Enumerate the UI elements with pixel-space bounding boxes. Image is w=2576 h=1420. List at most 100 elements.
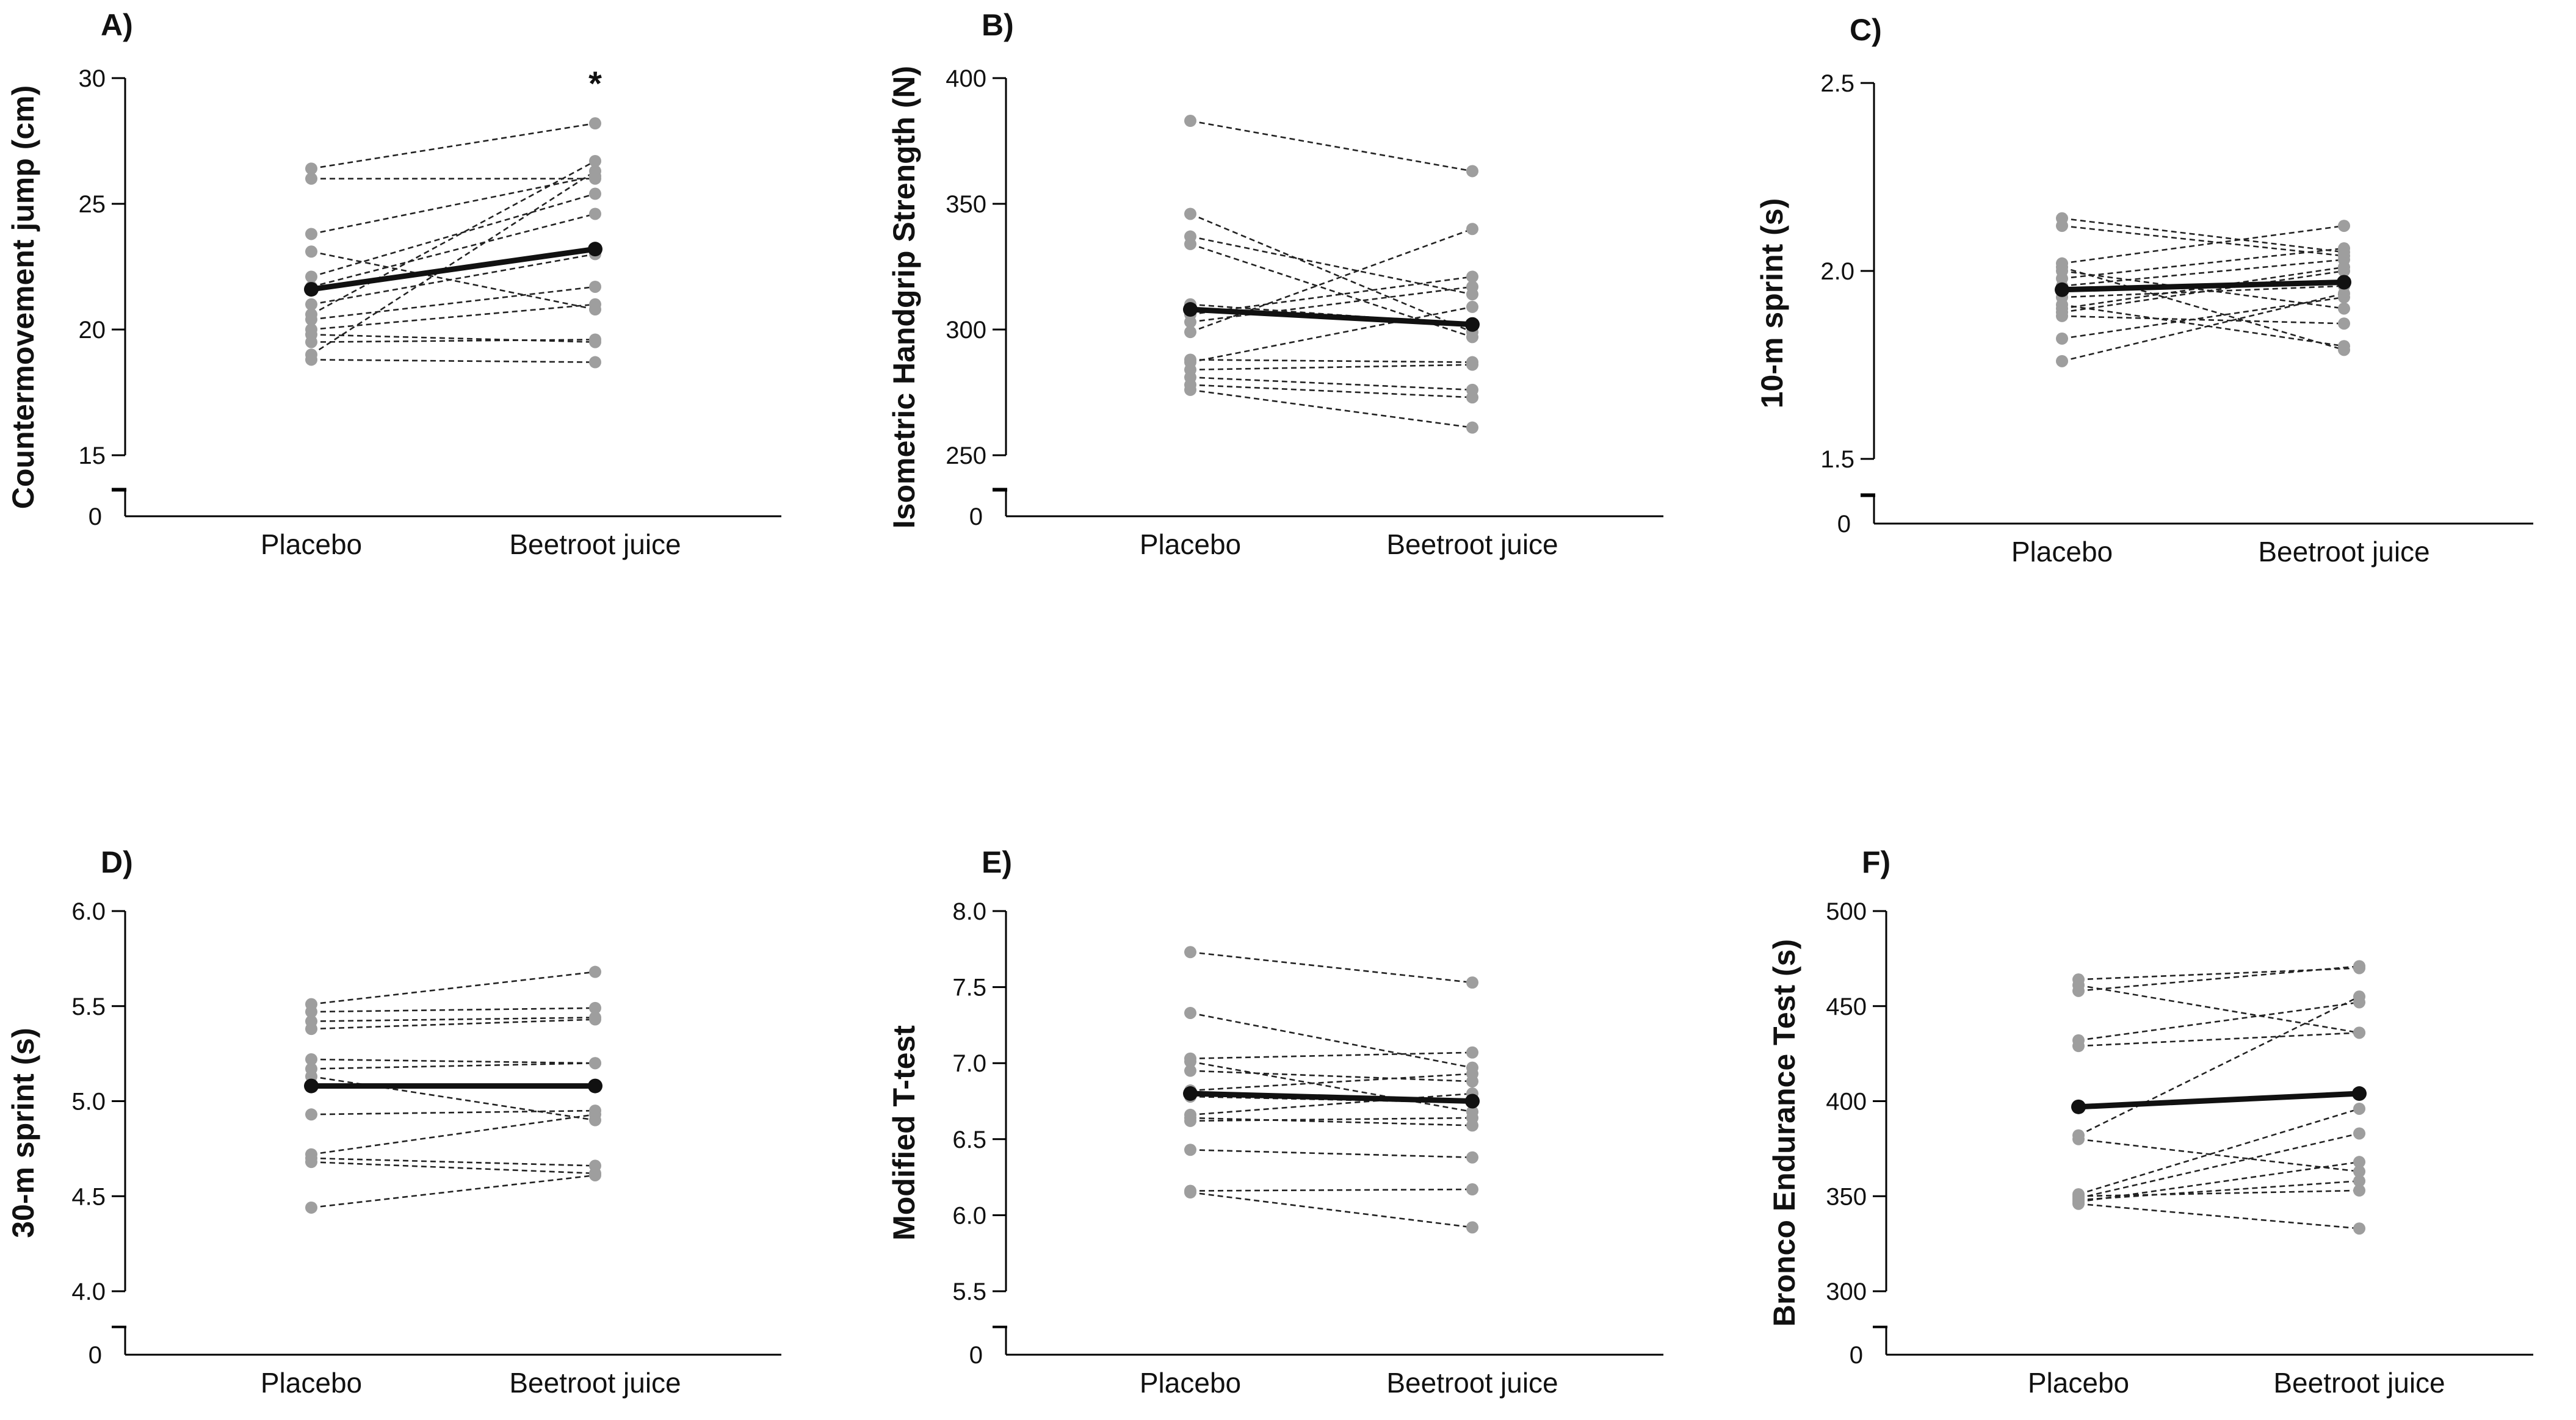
y-tick-label: 300 (946, 317, 986, 344)
participant-point (1184, 237, 1196, 250)
participant-line (2078, 1001, 2360, 1042)
y-tick-label: 250 (946, 442, 986, 469)
y-tick-label-zero: 0 (89, 1342, 102, 1369)
x-category-label: Beetroot juice (509, 528, 681, 560)
participant-line (311, 1018, 596, 1030)
participant-point (2338, 265, 2350, 277)
participant-point (589, 333, 601, 346)
participant-line (2061, 225, 2345, 257)
mean-point (1183, 1086, 1198, 1101)
y-tick-label-zero: 0 (89, 503, 102, 530)
panel-label: A) (101, 8, 133, 42)
participant-line (1190, 1092, 1473, 1116)
participant-point (305, 1201, 317, 1214)
participant-line (1190, 389, 1473, 428)
participant-line (1190, 1117, 1473, 1126)
y-tick-label: 4.5 (71, 1183, 106, 1210)
x-category-label: Placebo (1140, 1367, 1241, 1399)
y-tick-label: 30 (79, 65, 106, 92)
participant-line (311, 160, 596, 315)
participant-line (2061, 225, 2345, 264)
participant-line (2078, 1180, 2360, 1201)
participant-point (1184, 1114, 1196, 1127)
y-tick-label: 15 (79, 442, 106, 469)
y-tick-label: 450 (1826, 993, 1867, 1020)
mean-point (1465, 1094, 1480, 1109)
y-tick-label-zero: 0 (1850, 1342, 1863, 1369)
y-tick-label: 7.5 (952, 975, 986, 1001)
significance-marker: * (588, 64, 602, 103)
y-tick-label: 5.0 (71, 1089, 106, 1115)
participant-line (1190, 1070, 1473, 1083)
y-axis-title: 10-m sprint (s) (1755, 198, 1789, 409)
participant-line (311, 1157, 596, 1167)
y-tick-label-zero: 0 (969, 1342, 983, 1369)
x-category-label: Placebo (261, 1367, 362, 1399)
participant-point (589, 280, 601, 293)
participant-line (1190, 120, 1473, 172)
participant-point (2353, 1184, 2365, 1197)
participant-point (2338, 242, 2350, 255)
participant-point (1466, 331, 1478, 344)
participant-point (305, 245, 317, 258)
participant-point (589, 1013, 601, 1026)
panel-d: D) 0 4.0 4.5 5.0 5.5 6.0 30-m sprint (s) Placebo… (6, 845, 781, 1399)
participant-line (1190, 951, 1473, 984)
participant-point (1466, 300, 1478, 313)
participant-line (311, 170, 596, 356)
mean-point (588, 1078, 602, 1094)
participant-point (589, 165, 601, 178)
y-tick-label: 7.0 (952, 1050, 986, 1077)
participant-line (1190, 286, 1473, 323)
y-tick-label: 2.0 (1820, 258, 1854, 285)
participant-point (589, 356, 601, 369)
participant-point (305, 1006, 317, 1018)
y-axis-title: Bronco Endurance Test (s) (1767, 939, 1801, 1327)
participant-point (1466, 1046, 1478, 1059)
participant-line (2078, 1108, 2360, 1195)
participant-line (311, 1114, 596, 1156)
panel-label: C) (1850, 13, 1882, 47)
y-tick-label: 500 (1826, 898, 1867, 925)
participant-point (1466, 358, 1478, 371)
x-category-label: Beetroot juice (2258, 536, 2429, 568)
participant-point (589, 207, 601, 220)
participant-point (2338, 344, 2350, 356)
participant-point (1466, 165, 1478, 178)
mean-line (1190, 1090, 1473, 1104)
mean-point (588, 242, 602, 257)
participant-line (2078, 965, 2360, 992)
participant-point (1466, 280, 1478, 293)
participant-point (2353, 1127, 2365, 1140)
participant-line (311, 1109, 596, 1115)
participant-point (305, 313, 317, 326)
panel-a: A) 0 15 20 25 30 Countermovement jump (cm) Plac… (6, 8, 781, 560)
participant-point (305, 1156, 317, 1169)
participant-point (589, 1001, 601, 1014)
participant-point (1466, 421, 1478, 434)
participant-line (311, 253, 596, 306)
y-axis-title: 30-m sprint (s) (6, 1028, 40, 1238)
participant-point (1466, 1111, 1478, 1124)
participant-line (1190, 1061, 1473, 1113)
y-tick-label: 5.5 (952, 1278, 986, 1305)
participant-point (305, 270, 317, 283)
participant-point (1184, 1055, 1196, 1068)
mean-point (304, 1078, 319, 1094)
mean-point (2337, 275, 2351, 290)
panel-b: B) 0 250 300 350 400 Isometric Handgrip Streng… (887, 8, 1663, 560)
x-category-label: Beetroot juice (2273, 1367, 2445, 1399)
participant-line (1190, 1148, 1473, 1159)
participant-line (2061, 292, 2345, 362)
participant-point (2072, 1133, 2085, 1145)
y-tick-label: 20 (79, 317, 106, 344)
x-category-label: Placebo (2011, 536, 2113, 568)
y-tick-label: 6.0 (71, 898, 106, 925)
y-tick-label: 25 (79, 191, 106, 218)
participant-point (1184, 207, 1196, 220)
x-category-label: Placebo (2028, 1367, 2129, 1399)
participant-point (2353, 1175, 2365, 1188)
participant-line (311, 213, 596, 288)
